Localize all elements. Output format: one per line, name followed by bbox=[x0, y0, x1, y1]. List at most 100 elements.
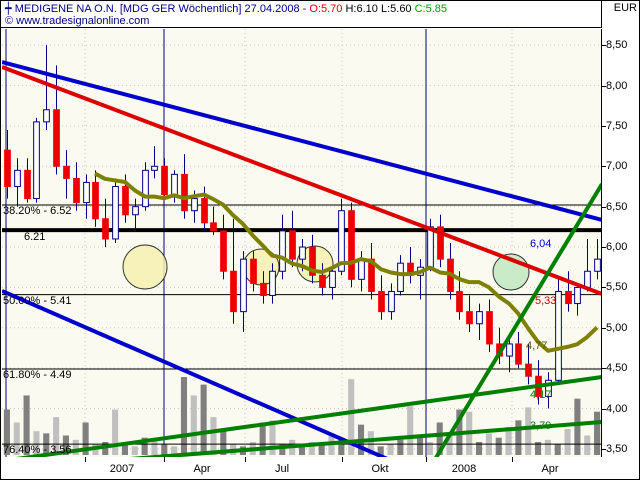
candle-body-down bbox=[210, 222, 217, 232]
fib-level-label: 6.21 bbox=[24, 231, 46, 244]
volume-bar bbox=[13, 422, 20, 455]
candle-body-up bbox=[574, 286, 581, 305]
y-axis-tick bbox=[602, 247, 606, 249]
candle-body-up bbox=[43, 109, 50, 123]
candle-body-down bbox=[368, 258, 375, 292]
trendline-green-mid bbox=[16, 375, 602, 457]
candlestick-series bbox=[4, 45, 601, 409]
volume-bar bbox=[594, 411, 601, 455]
volume-bar bbox=[180, 377, 188, 455]
x-axis-label: Apr bbox=[193, 463, 211, 475]
y-axis-label: 4,50 bbox=[606, 362, 628, 375]
volume-bar bbox=[397, 439, 404, 455]
x-axis-tick bbox=[512, 457, 513, 462]
volume-bar bbox=[584, 435, 591, 455]
volume-bar bbox=[426, 442, 433, 455]
candle-body-down bbox=[201, 198, 208, 224]
candle-body-down bbox=[92, 181, 99, 220]
candle-body-up bbox=[14, 169, 21, 187]
moving-average-line bbox=[94, 171, 599, 353]
candle-body-up bbox=[545, 379, 552, 397]
volume-bar bbox=[200, 384, 207, 455]
y-axis-label: 3,50 bbox=[606, 442, 628, 455]
currency-label: EUR bbox=[613, 2, 637, 14]
fib-level-label: 61.80% - 4.49 bbox=[3, 368, 72, 381]
quote-date: 27.04.2008 bbox=[244, 3, 300, 15]
volume-bar bbox=[3, 409, 10, 455]
x-axis: 2007 Apr Jul Okt 2008 Apr bbox=[2, 457, 602, 479]
candle-body-down bbox=[437, 226, 444, 260]
candlestick-icon: ┿ bbox=[5, 3, 12, 15]
candle-body-down bbox=[525, 363, 532, 377]
candle-body-up bbox=[427, 226, 434, 268]
y-axis-tick bbox=[602, 125, 606, 127]
candle-body-up bbox=[112, 185, 119, 240]
candle-body-up bbox=[151, 165, 158, 171]
volume-bar bbox=[505, 426, 512, 455]
candle-body-down bbox=[466, 311, 473, 325]
candle-body-down bbox=[4, 149, 11, 187]
candle-body-down bbox=[24, 169, 31, 200]
volume-bar bbox=[525, 407, 532, 455]
chart-canvas bbox=[2, 29, 602, 457]
price-annotation: 4,17 bbox=[530, 388, 552, 401]
volume-bar bbox=[171, 446, 178, 455]
candle-body-up bbox=[171, 173, 178, 196]
candle-body-down bbox=[515, 343, 522, 365]
volume-bar bbox=[367, 431, 374, 455]
candle-body-up bbox=[240, 258, 247, 313]
fib-level-label: 50.00% - 5.41 bbox=[3, 294, 72, 307]
volume-bar bbox=[338, 437, 345, 455]
candle-body-up bbox=[594, 258, 601, 272]
volume-bar bbox=[318, 444, 325, 455]
volume-bar bbox=[348, 379, 355, 455]
symbol-interval: [MDG GER Wöchentlich] bbox=[119, 3, 242, 15]
circle-yellow-1 bbox=[122, 244, 168, 290]
candle-body-down bbox=[319, 274, 326, 288]
volume-bar bbox=[131, 446, 138, 455]
header-border bbox=[1, 1, 602, 28]
candle-body-down bbox=[250, 258, 257, 284]
candle-body-up bbox=[476, 311, 483, 325]
volume-bar bbox=[259, 422, 266, 455]
y-axis-label: 5,50 bbox=[606, 281, 628, 294]
volume-bar bbox=[515, 420, 522, 455]
trendline-green-low bbox=[129, 420, 602, 457]
title-dash: - bbox=[302, 3, 307, 15]
y-axis-tick bbox=[602, 85, 606, 87]
candle-body-down bbox=[220, 230, 227, 272]
candle-body-up bbox=[506, 343, 513, 357]
volume-bar bbox=[446, 435, 453, 455]
volume-bar bbox=[23, 395, 30, 455]
volume-bar bbox=[377, 446, 384, 455]
candle-body-up bbox=[132, 206, 139, 216]
fib-level-label: 38.20% - 6.52 bbox=[3, 205, 72, 218]
price-plot-area[interactable]: 6,04 5,33 4,77 4,17 3,79 38.20% - 6.52 6.21 50.… bbox=[2, 29, 602, 457]
y-axis-tick bbox=[602, 408, 606, 410]
candle-body-down bbox=[161, 165, 168, 196]
candle-body-up bbox=[329, 270, 336, 288]
instrument-name: MEDIGENE NA O.N. bbox=[14, 3, 117, 15]
candle-body-up bbox=[33, 121, 40, 200]
volume-bar bbox=[121, 444, 128, 455]
volume-bar bbox=[151, 439, 158, 455]
volume-bar bbox=[53, 417, 60, 455]
candle-body-down bbox=[122, 185, 129, 216]
x-axis-label: 2007 bbox=[109, 463, 135, 475]
trendline-red-main bbox=[2, 65, 602, 296]
volume-bar bbox=[564, 429, 571, 455]
volume-bar bbox=[416, 437, 424, 455]
volume-bar bbox=[33, 431, 40, 455]
y-axis-tick bbox=[602, 287, 606, 289]
volume-bar bbox=[407, 406, 414, 455]
price-annotation: 6,04 bbox=[530, 237, 552, 250]
x-axis-tick bbox=[426, 457, 427, 462]
chart-header: ┿ MEDIGENE NA O.N. [MDG GER Wöchentlich]… bbox=[1, 1, 639, 29]
y-axis-label: 8,50 bbox=[606, 39, 628, 52]
fib-level-label: 76.40% - 3.56 bbox=[3, 444, 72, 457]
candle-body-down bbox=[181, 173, 188, 212]
volume-bar bbox=[574, 398, 581, 455]
candle-body-down bbox=[73, 177, 80, 204]
x-axis-tick bbox=[342, 457, 343, 462]
candle-body-up bbox=[299, 246, 306, 260]
